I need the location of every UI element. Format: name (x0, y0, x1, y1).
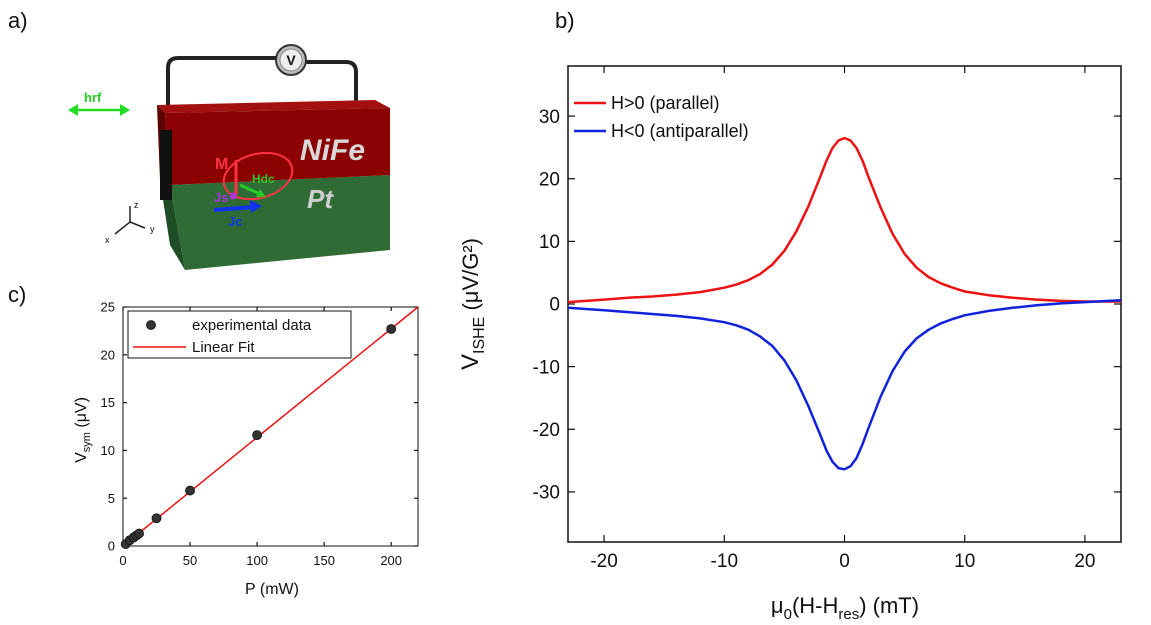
b-xtick-label: 0 (839, 551, 850, 572)
c-ytick-label: 5 (108, 491, 115, 506)
nife-layer-top (157, 100, 390, 113)
chart-c-legend-label-points: experimental data (192, 317, 312, 334)
chart-c-frame (122, 306, 419, 547)
c-ytick-label: 25 (101, 300, 115, 315)
chart-c-legend-box (127, 310, 352, 359)
b-xtick-label: 10 (954, 551, 975, 572)
c-ytick-label: 10 (101, 443, 115, 458)
chart-c-ylabel: Vsym (μV) (73, 397, 93, 463)
b-ytick-label: 30 (539, 107, 560, 128)
b-ytick-label: -20 (533, 420, 560, 441)
panel-b-label: b) (555, 8, 575, 33)
c-xtick-label: 150 (313, 553, 335, 568)
voltmeter-label: V (286, 52, 296, 68)
axis-z-label: z (134, 200, 139, 210)
b-ytick-label: 20 (539, 169, 560, 190)
chart-c-fit-line (122, 306, 419, 547)
b-xtick-label: 20 (1074, 551, 1095, 572)
nife-layer-front (165, 108, 390, 185)
b-ytick-label: 10 (539, 232, 560, 253)
chart-c-data-point (252, 430, 262, 441)
chart-b: -20 -10 0 10 20 -30 -20 -10 0 10 20 30 H>0 (paralle… (457, 65, 1122, 623)
c-ytick-label: 20 (101, 347, 115, 362)
chart-b-legend-label-0: H>0 (parallel) (611, 93, 720, 113)
chart-c-legend-swatch-points (146, 320, 156, 330)
c-ytick-label: 15 (101, 395, 115, 410)
js-dot (229, 192, 237, 200)
b-ytick-label: 0 (549, 295, 560, 316)
c-xtick-label: 100 (246, 553, 268, 568)
chart-b-legend: H>0 (parallel) H<0 (antiparallel) (574, 93, 749, 141)
hdc-arrow (239, 183, 266, 197)
hrf-label: hrf (84, 90, 102, 105)
precession-ellipse (222, 151, 294, 201)
b-xtick-label: -10 (711, 551, 738, 572)
hdc-label: Hdc (252, 172, 275, 186)
chart-c-data-point (386, 324, 397, 334)
jc-label: Jc (228, 214, 242, 229)
m-label: M (215, 156, 228, 173)
chart-b-ylabel: VISHE (μV/G²) (457, 238, 488, 370)
b-ytick-label: -10 (533, 357, 560, 378)
chart-b-series-line-0 (567, 136, 1121, 304)
c-xtick-label: 200 (380, 553, 402, 568)
chart-c: 0 50 100 150 200 0 5 10 15 20 25 experimental data… (73, 300, 419, 598)
chart-b-xlabel: μ0(H-Hres) (mT) (771, 593, 919, 623)
schematic-panel: V NiFe Pt hrf M Hdc Js J (68, 44, 390, 270)
chart-c-data-point (185, 485, 195, 496)
chart-c-data-point (134, 528, 144, 539)
js-label: Js (214, 190, 228, 205)
voltmeter-wire (166, 56, 358, 110)
axis-y-label: y (150, 224, 155, 234)
voltmeter-icon (275, 44, 307, 76)
pt-label: Pt (307, 184, 334, 214)
chart-c-legend: experimental data Linear Fit (127, 310, 352, 359)
hrf-arrow (68, 104, 130, 116)
coordinate-axes-icon (114, 206, 146, 235)
c-xtick-label: 0 (119, 553, 126, 568)
chart-c-data-point (151, 513, 162, 524)
b-xtick-label: -20 (590, 551, 617, 572)
panel-c-label: c) (8, 282, 27, 307)
chart-c-xlabel: P (mW) (245, 581, 299, 598)
pt-layer-side (160, 180, 185, 270)
nife-label: NiFe (300, 134, 365, 167)
jc-arrow (213, 200, 262, 213)
chart-b-series-line-1 (567, 298, 1122, 471)
axis-x-label: x (105, 235, 110, 245)
side-dark-strip (160, 130, 172, 200)
pt-layer-front (170, 175, 390, 270)
c-xtick-label: 50 (183, 553, 197, 568)
chart-c-legend-label-fit: Linear Fit (192, 339, 255, 356)
panel-a-label: a) (8, 8, 28, 33)
b-ytick-label: -30 (533, 483, 560, 504)
c-ytick-label: 0 (108, 539, 115, 554)
chart-b-legend-label-1: H<0 (antiparallel) (611, 121, 749, 141)
